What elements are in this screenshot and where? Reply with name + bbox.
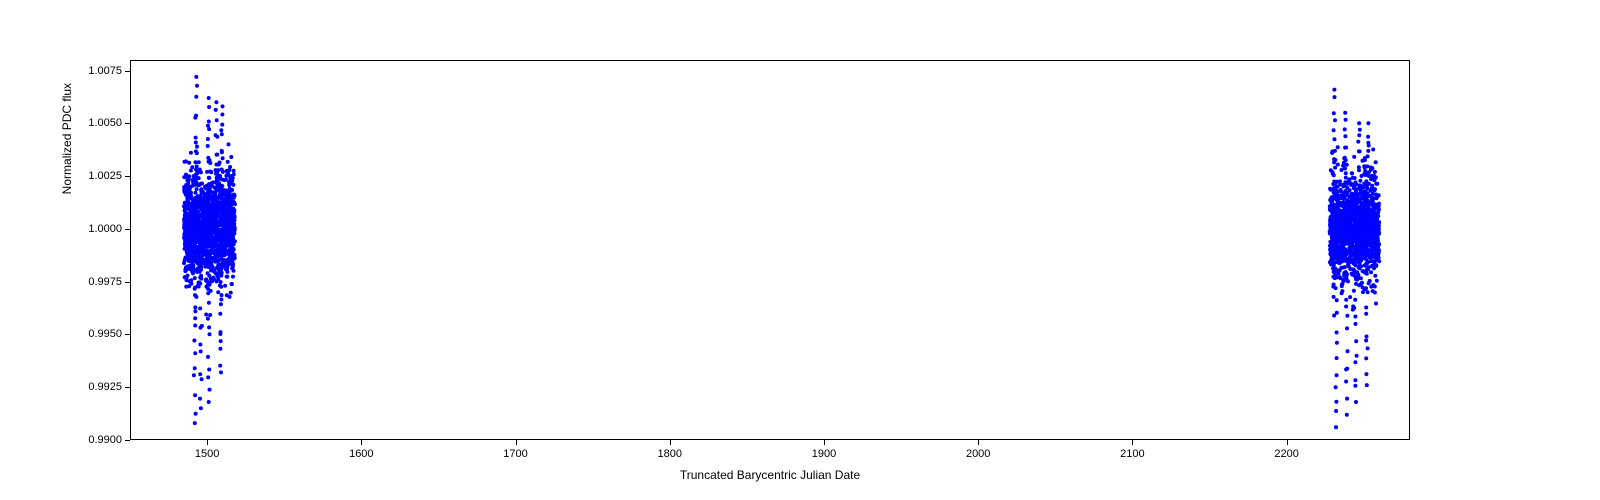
y-axis-label: Normalized PDC flux — [60, 83, 74, 194]
y-tick-mark — [125, 123, 130, 124]
y-tick-mark — [125, 176, 130, 177]
x-tick-label: 1700 — [503, 448, 527, 460]
y-tick-label: 1.0000 — [88, 223, 122, 235]
y-tick-mark — [125, 440, 130, 441]
y-tick-mark — [125, 282, 130, 283]
x-tick-label: 1600 — [349, 448, 373, 460]
plot-area — [130, 60, 1410, 440]
y-tick-label: 0.9950 — [88, 328, 122, 340]
y-tick-label: 1.0075 — [88, 65, 122, 77]
y-tick-mark — [125, 71, 130, 72]
y-tick-mark — [125, 334, 130, 335]
y-tick-label: 0.9975 — [88, 276, 122, 288]
x-tick-mark — [1132, 440, 1133, 445]
x-tick-mark — [516, 440, 517, 445]
x-tick-mark — [978, 440, 979, 445]
x-tick-label: 1500 — [195, 448, 219, 460]
x-axis-label: Truncated Barycentric Julian Date — [680, 468, 860, 482]
x-tick-label: 1900 — [812, 448, 836, 460]
x-tick-label: 2000 — [966, 448, 990, 460]
x-tick-mark — [1287, 440, 1288, 445]
y-tick-mark — [125, 387, 130, 388]
y-tick-label: 1.0050 — [88, 117, 122, 129]
y-tick-mark — [125, 229, 130, 230]
y-tick-label: 0.9900 — [88, 434, 122, 446]
x-tick-label: 2100 — [1120, 448, 1144, 460]
lightcurve-chart: Truncated Barycentric Julian Date Normal… — [0, 0, 1600, 500]
x-tick-mark — [361, 440, 362, 445]
y-tick-label: 1.0025 — [88, 170, 122, 182]
y-tick-label: 0.9925 — [88, 381, 122, 393]
x-tick-label: 2200 — [1274, 448, 1298, 460]
x-tick-label: 1800 — [658, 448, 682, 460]
x-tick-mark — [207, 440, 208, 445]
x-tick-mark — [824, 440, 825, 445]
x-tick-mark — [670, 440, 671, 445]
